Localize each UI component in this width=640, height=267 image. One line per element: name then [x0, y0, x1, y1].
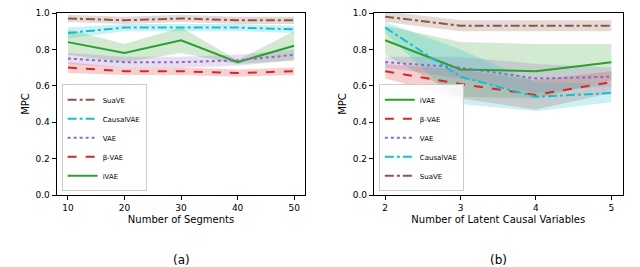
- svg-text:Number of Segments: Number of Segments: [128, 214, 234, 225]
- svg-text:40: 40: [232, 203, 244, 213]
- svg-text:1.0: 1.0: [36, 8, 51, 18]
- svg-text:3: 3: [458, 203, 464, 213]
- svg-text:(a): (a): [173, 253, 190, 267]
- svg-text:5: 5: [608, 203, 614, 213]
- svg-text:VAE: VAE: [103, 135, 117, 143]
- svg-text:0.2: 0.2: [353, 154, 367, 164]
- svg-text:0.4: 0.4: [36, 117, 51, 127]
- svg-text:Number of Latent Causal Variab: Number of Latent Causal Variables: [411, 214, 585, 225]
- svg-text:β-VAE: β-VAE: [420, 116, 441, 124]
- svg-text:β-VAE: β-VAE: [103, 154, 124, 162]
- svg-text:0.6: 0.6: [36, 81, 51, 91]
- svg-text:1.0: 1.0: [353, 8, 368, 18]
- svg-text:30: 30: [175, 203, 187, 213]
- svg-text:0.8: 0.8: [36, 45, 51, 55]
- svg-text:MPC: MPC: [337, 93, 348, 115]
- svg-text:0.0: 0.0: [36, 190, 51, 200]
- svg-text:0.6: 0.6: [353, 81, 368, 91]
- svg-text:iVAE: iVAE: [420, 97, 436, 105]
- svg-text:0.2: 0.2: [36, 154, 50, 164]
- svg-text:0.8: 0.8: [353, 45, 368, 55]
- svg-text:4: 4: [533, 203, 539, 213]
- svg-text:0.0: 0.0: [353, 190, 368, 200]
- svg-text:iVAE: iVAE: [103, 173, 119, 181]
- svg-text:SuaVE: SuaVE: [103, 97, 125, 105]
- svg-text:CausalVAE: CausalVAE: [103, 116, 140, 124]
- svg-text:MPC: MPC: [20, 93, 31, 115]
- svg-text:VAE: VAE: [420, 135, 434, 143]
- svg-text:10: 10: [62, 203, 74, 213]
- svg-text:2: 2: [382, 203, 388, 213]
- svg-text:20: 20: [119, 203, 131, 213]
- svg-text:CausalVAE: CausalVAE: [420, 154, 457, 162]
- svg-text:SuaVE: SuaVE: [420, 173, 442, 181]
- svg-text:(b): (b): [490, 253, 507, 267]
- svg-text:50: 50: [288, 203, 300, 213]
- svg-text:0.4: 0.4: [353, 117, 368, 127]
